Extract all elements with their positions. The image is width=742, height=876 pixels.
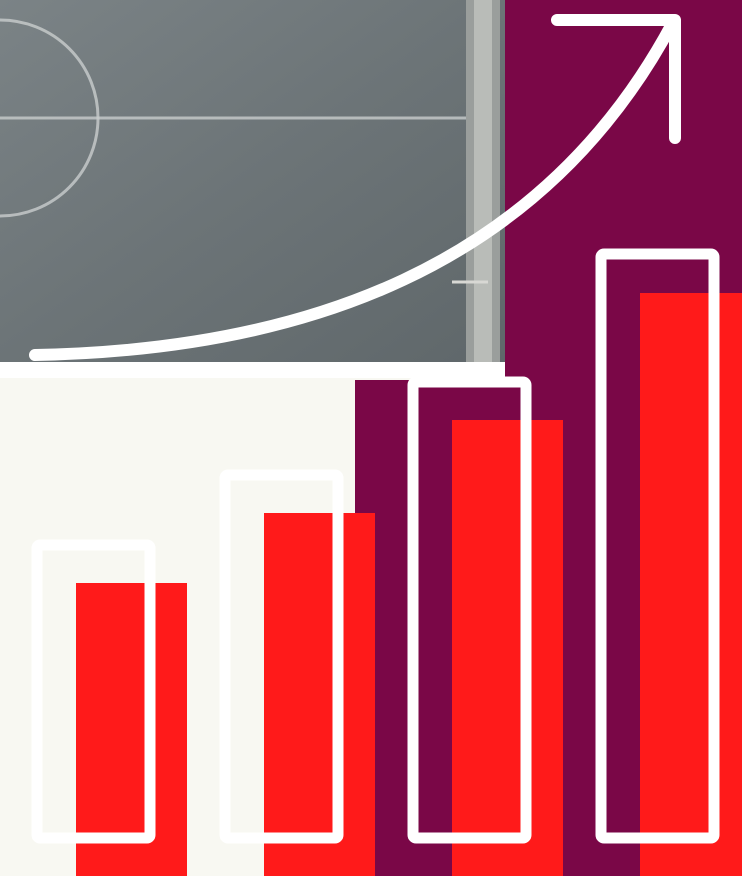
bar [640, 293, 742, 876]
photo-border [0, 362, 505, 378]
bar-outline [31, 539, 156, 844]
goal-post [474, 0, 492, 362]
bar-outline [219, 469, 344, 844]
bar [76, 583, 187, 876]
bar-outline [595, 248, 720, 844]
bar-outlines [31, 248, 720, 844]
trend-arrow [29, 14, 681, 361]
court-photo [0, 0, 505, 362]
bar [452, 420, 563, 876]
bar-outline [407, 376, 532, 844]
bar [264, 513, 375, 876]
arrow-curve [29, 18, 678, 361]
arrow-head [551, 14, 681, 144]
